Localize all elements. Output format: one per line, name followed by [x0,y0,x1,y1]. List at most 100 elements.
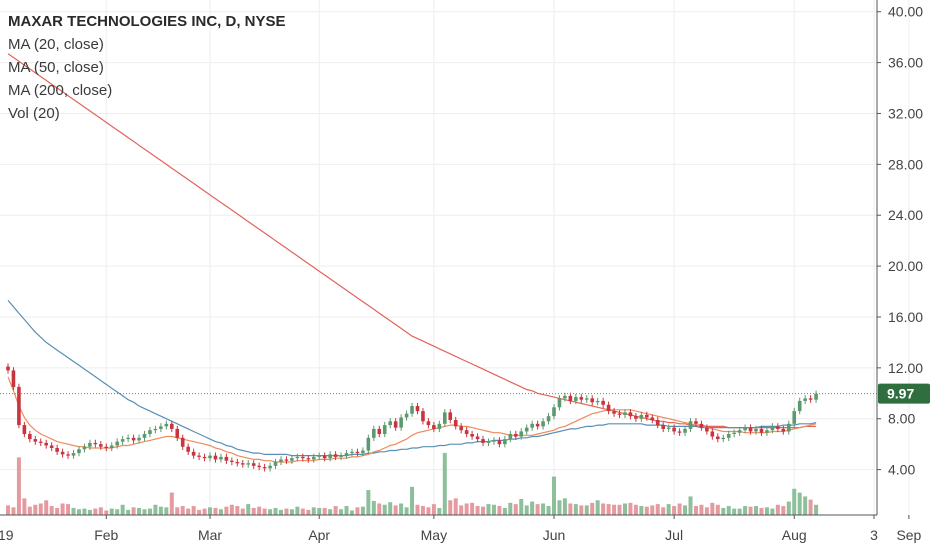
candle-body [492,440,496,442]
candle-body [137,437,141,441]
volume-bar [273,507,278,515]
volume-bar [792,488,797,515]
candle-body [716,436,720,440]
candle-body [306,458,311,460]
candle-body [38,441,43,443]
xtick-label: Jul [665,527,683,543]
candle-body [754,428,758,432]
volume-bar [584,505,589,515]
legend-ma50[interactable]: MA (50, close) [8,59,104,76]
ytick-label: 16.00 [888,309,923,325]
volume-bar [202,508,207,515]
candle-body [535,423,540,427]
volume-bar [137,507,142,515]
price-axis-ticks: 40.00 36.00 32.00 28.00 24.00 20.00 16.00 12.00… [877,4,923,478]
volume-bar [27,506,32,515]
candle-body [683,428,687,433]
volume-bar [508,502,513,515]
volume-bar [349,510,354,515]
candle-body [295,456,300,459]
volume-bar [126,509,131,515]
volume-bar [93,508,98,515]
volume-bar [382,504,387,515]
volume-bar [262,508,267,515]
candle-body [459,426,463,431]
candle-body [49,445,54,448]
candle-body [694,421,698,424]
candle-body [617,413,622,415]
ytick-label: 36.00 [888,55,923,71]
volume-bar [541,503,546,515]
volume-bar [16,457,21,515]
symbol-title[interactable]: MAXAR TECHNOLOGIES INC, D, NYSE [8,13,286,30]
candle-body [131,437,136,441]
volume-bar [11,507,16,515]
volume-bar [486,504,491,515]
volume-bar [49,506,54,515]
candle-body [393,421,398,428]
candle-body [262,467,267,469]
candle-body [175,428,180,438]
candle-body [44,442,49,446]
volume-bar [677,503,682,515]
candle-body [230,460,234,462]
candle-body [410,406,414,414]
candle-body [530,423,534,428]
candle-body [115,441,119,446]
xtick-label: May [421,527,447,543]
volume-bar [420,506,425,515]
candle-body [481,439,485,443]
volume-bar [475,506,480,515]
volume-bar [628,502,633,515]
candle-body [645,414,649,418]
candle-body [759,428,764,433]
candle-body [699,423,704,428]
candle-body [99,444,103,447]
volume-bar [644,506,649,515]
legend-ma20[interactable]: MA (20, close) [8,36,104,53]
candle-body [786,423,791,432]
candle-body [765,430,769,433]
candle-body [464,430,469,435]
volume-bar [355,507,360,515]
volume-bar [513,504,518,515]
volume-bar [142,509,147,515]
volume-bar [115,509,120,515]
ma20-line [7,376,817,463]
volume-bar [617,504,622,515]
volume-bar [808,499,813,515]
candle-body [781,428,786,432]
candle-body [372,428,376,438]
legend-ma200[interactable]: MA (200, close) [8,82,113,99]
candle-body [71,453,76,456]
ytick-label: 40.00 [888,4,923,20]
volume-bar [426,507,431,515]
volume-bar [240,508,245,515]
candle-body [661,425,665,429]
candle-body [524,427,529,432]
candle-body [88,442,92,447]
candle-body [170,423,174,429]
volume-bar [164,507,169,515]
candle-body [22,425,27,435]
candle-body [770,426,775,431]
candle-body [426,421,431,426]
volume-bar [120,504,125,515]
candle-body [432,425,436,429]
candle-body [93,442,98,445]
candle-body [421,411,425,422]
volume-bar [519,499,524,515]
candle-body [486,441,491,443]
volume-bar [775,504,780,515]
candle-body [344,453,349,456]
legend-volume[interactable]: Vol (20) [8,105,60,122]
volume-bar [781,506,786,515]
candle-body [710,431,715,437]
volume-bar [76,509,81,515]
candle-body [666,427,671,429]
candle-body [737,430,742,433]
volume-bar [393,505,398,515]
candle-body [808,398,813,400]
candle-body [339,455,343,457]
